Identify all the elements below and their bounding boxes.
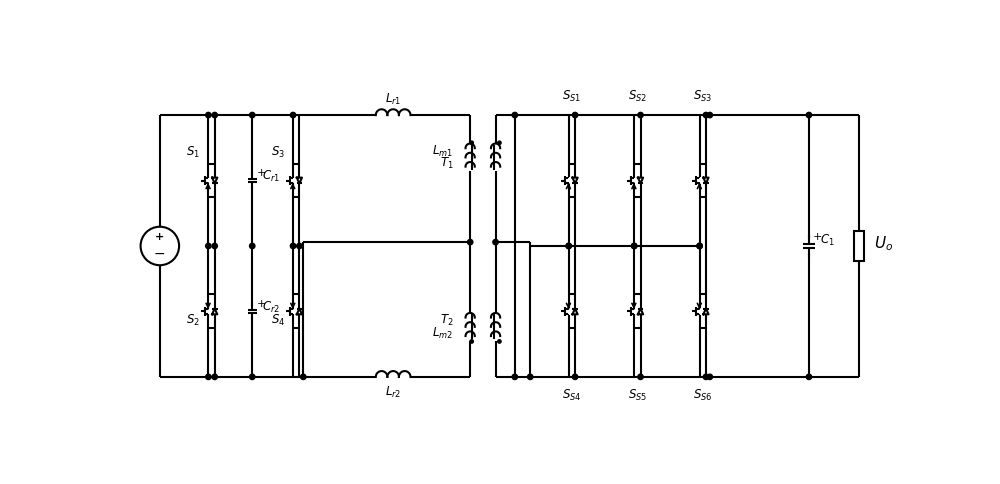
Circle shape bbox=[703, 374, 709, 379]
Circle shape bbox=[250, 243, 255, 249]
Circle shape bbox=[250, 112, 255, 118]
Circle shape bbox=[206, 112, 211, 118]
Circle shape bbox=[703, 112, 709, 118]
Bar bbox=[854, 230, 864, 261]
Circle shape bbox=[566, 243, 571, 249]
Circle shape bbox=[206, 243, 211, 249]
Text: $S_{S5}$: $S_{S5}$ bbox=[628, 388, 647, 403]
Circle shape bbox=[707, 112, 713, 118]
Text: $U_o$: $U_o$ bbox=[874, 234, 894, 253]
Circle shape bbox=[250, 374, 255, 379]
Circle shape bbox=[301, 374, 306, 379]
Circle shape bbox=[470, 141, 473, 144]
Text: $S_{S1}$: $S_{S1}$ bbox=[562, 89, 581, 104]
Text: $T_1$: $T_1$ bbox=[440, 156, 453, 171]
Text: $C_{r1}$: $C_{r1}$ bbox=[262, 169, 280, 184]
Circle shape bbox=[528, 374, 533, 379]
Circle shape bbox=[638, 374, 643, 379]
Circle shape bbox=[467, 240, 473, 245]
Text: $S_{S3}$: $S_{S3}$ bbox=[693, 89, 712, 104]
Circle shape bbox=[498, 141, 501, 144]
Text: $S_4$: $S_4$ bbox=[271, 313, 285, 328]
Circle shape bbox=[566, 243, 571, 249]
Circle shape bbox=[470, 340, 473, 343]
Circle shape bbox=[212, 112, 217, 118]
Text: $+$: $+$ bbox=[256, 298, 266, 309]
Text: $L_{m1}$: $L_{m1}$ bbox=[432, 144, 453, 159]
Circle shape bbox=[572, 112, 578, 118]
Circle shape bbox=[206, 374, 211, 379]
Text: −: − bbox=[154, 247, 166, 261]
Circle shape bbox=[631, 243, 637, 249]
Circle shape bbox=[290, 243, 296, 249]
Text: $C_{r2}$: $C_{r2}$ bbox=[262, 300, 280, 315]
Text: +: + bbox=[155, 232, 164, 242]
Text: $L_{r2}$: $L_{r2}$ bbox=[385, 385, 401, 400]
Circle shape bbox=[806, 112, 812, 118]
Circle shape bbox=[498, 340, 501, 343]
Circle shape bbox=[707, 374, 713, 379]
Circle shape bbox=[512, 112, 518, 118]
Circle shape bbox=[493, 240, 498, 245]
Circle shape bbox=[212, 243, 217, 249]
Text: $S_1$: $S_1$ bbox=[186, 145, 200, 161]
Text: $S_{S2}$: $S_{S2}$ bbox=[628, 89, 647, 104]
Circle shape bbox=[638, 112, 643, 118]
Circle shape bbox=[297, 243, 302, 249]
Text: $S_{S4}$: $S_{S4}$ bbox=[562, 388, 582, 403]
Text: $+$: $+$ bbox=[256, 167, 266, 178]
Text: $S_2$: $S_2$ bbox=[186, 313, 200, 328]
Circle shape bbox=[290, 112, 296, 118]
Circle shape bbox=[697, 243, 702, 249]
Text: $S_{S6}$: $S_{S6}$ bbox=[693, 388, 713, 403]
Circle shape bbox=[697, 243, 702, 249]
Circle shape bbox=[806, 374, 812, 379]
Text: $L_{m2}$: $L_{m2}$ bbox=[432, 325, 453, 341]
Text: $+$: $+$ bbox=[812, 231, 822, 242]
Text: $C_1$: $C_1$ bbox=[820, 233, 835, 248]
Text: $L_{r1}$: $L_{r1}$ bbox=[385, 91, 401, 106]
Text: $T_2$: $T_2$ bbox=[440, 313, 453, 328]
Circle shape bbox=[631, 243, 637, 249]
Circle shape bbox=[212, 374, 217, 379]
Text: $S_3$: $S_3$ bbox=[271, 145, 285, 161]
Circle shape bbox=[572, 374, 578, 379]
Circle shape bbox=[512, 374, 518, 379]
